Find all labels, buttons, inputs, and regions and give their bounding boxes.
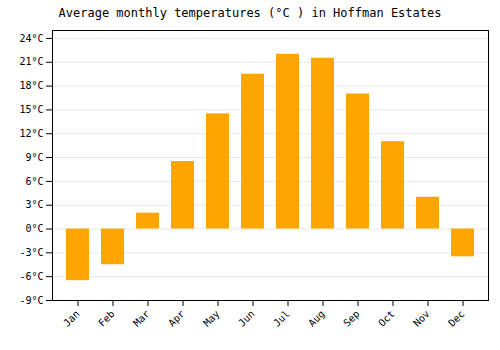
svg-text:Jun: Jun [236,308,257,329]
svg-text:Nov: Nov [411,308,432,329]
svg-text:Apr: Apr [166,308,187,329]
html-text:Average monthly temperatures (: Average monthly temperatures (°C ) in Ho… [58,6,442,20]
svg-text:9°C: 9°C [25,152,43,163]
svg-text:0°C: 0°C [25,223,43,234]
svg-text:-3°C: -3°C [19,247,43,258]
svg-text:Jul: Jul [271,308,292,329]
svg-text:Jan: Jan [61,308,82,329]
svg-text:Feb: Feb [96,308,117,329]
svg-text:Oct: Oct [376,308,397,329]
svg-text:24°C: 24°C [19,33,43,44]
svg-text:6°C: 6°C [25,176,43,187]
svg-text:3°C: 3°C [25,199,43,210]
svg-text:18°C: 18°C [19,80,43,91]
svg-text:Mar: Mar [131,308,152,329]
svg-text:Sep: Sep [341,308,362,329]
svg-text:-6°C: -6°C [19,271,43,282]
svg-text:12°C: 12°C [19,128,43,139]
svg-text:Dec: Dec [446,308,467,329]
svg-text:Aug: Aug [306,308,327,329]
svg-text:May: May [201,308,222,329]
svg-text:15°C: 15°C [19,104,43,115]
svg-text:21°C: 21°C [19,56,43,67]
svg-text:-9°C: -9°C [19,295,43,306]
